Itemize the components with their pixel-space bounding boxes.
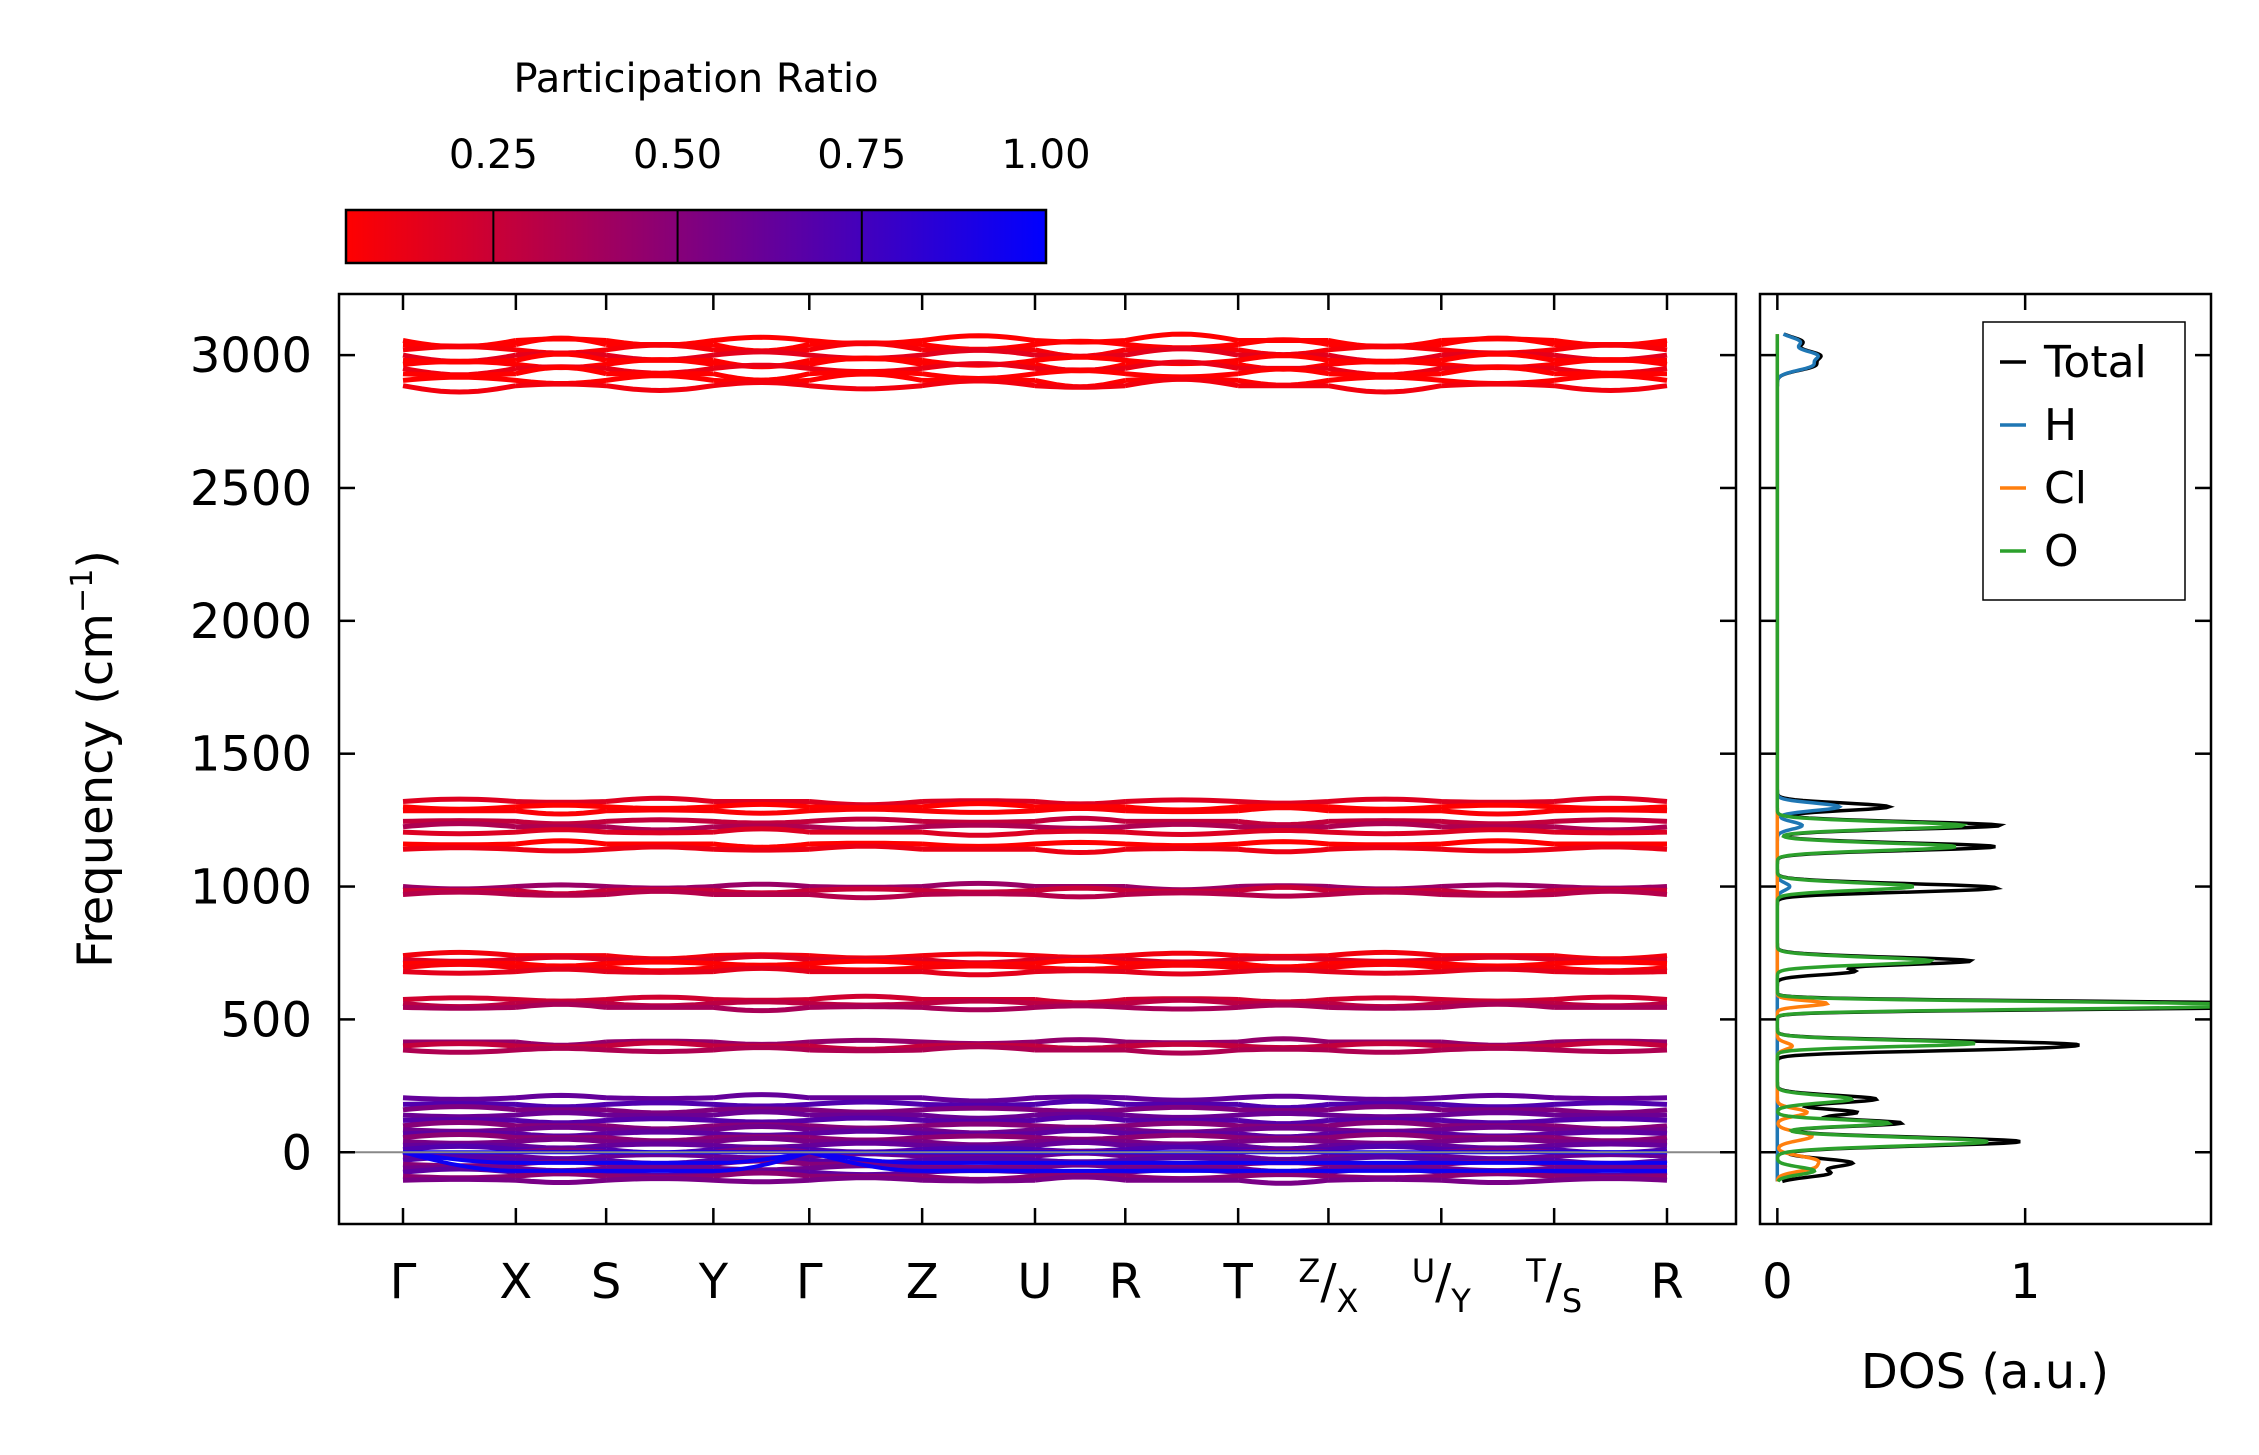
y-tick-label: 1500 — [190, 727, 312, 783]
dos-axis-ticks — [1760, 294, 2211, 1224]
legend-label: Total — [2043, 337, 2147, 388]
acoustic-band — [402, 1150, 1667, 1165]
acoustic-band — [402, 1150, 1667, 1173]
kpoint-label: Z — [906, 1254, 939, 1310]
phonon-band — [402, 1104, 1668, 1116]
kpoint-label: U — [1017, 1254, 1052, 1310]
phonon-band — [403, 805, 1668, 817]
y-axis-label: Frequency (cm−1) — [65, 550, 124, 968]
main-axis-ticks — [339, 294, 1736, 1224]
y-tick-label: 0 — [281, 1125, 312, 1181]
phonon-band — [402, 838, 1667, 850]
phonon-bands — [402, 331, 1668, 1186]
phonon-band — [402, 1174, 1668, 1186]
dos-x-axis-label: DOS (a.u.) — [1861, 1344, 2109, 1400]
y-tick-labels: 0 500 1000 1500 2000 2500 3000 — [190, 328, 312, 1181]
phonon-band — [402, 376, 1668, 395]
colorbar-tick-label: 0.25 — [449, 132, 538, 178]
band-axes-frame — [337, 292, 1738, 1226]
colorbar-ticks — [492, 210, 1047, 263]
kpoint-label: Z/X — [1298, 1252, 1358, 1320]
y-tick-label: 500 — [220, 992, 312, 1048]
y-tick-label: 1000 — [190, 860, 312, 916]
kpoint-label: R — [1109, 1254, 1142, 1310]
y-tick-label: 2000 — [190, 594, 312, 650]
legend-box — [1982, 321, 2186, 601]
band-structure-panel: 0 500 1000 1500 2000 2500 3000 Γ X S Y Γ Z U R T Z/X U/Y… — [65, 292, 1738, 1320]
phonon-band — [402, 826, 1668, 838]
kpoint-label: X — [499, 1254, 532, 1310]
kpoint-label: Γ — [390, 1254, 417, 1310]
dos-curve-o — [1775, 334, 2211, 1183]
dos-axes-frame — [1758, 292, 2213, 1226]
kpoint-label: R — [1650, 1254, 1683, 1310]
phonon-band — [402, 821, 1668, 833]
legend: Total H Cl O — [1982, 321, 2186, 601]
kpoint-labels: Γ X S Y Γ Z U R T Z/X U/Y T/S R — [390, 1252, 1684, 1320]
colorbar-tick-label: 0.75 — [817, 132, 906, 178]
kpoint-label: Y — [698, 1254, 729, 1310]
colorbar: Participation Ratio 0.25 0.50 0.75 1.00 — [344, 56, 1091, 265]
phonon-band — [402, 1044, 1668, 1056]
phonon-band — [402, 1109, 1668, 1121]
colorbar-tick-label: 1.00 — [1001, 132, 1090, 178]
phonon-band — [402, 1114, 1668, 1127]
kpoint-label: T/S — [1525, 1252, 1582, 1320]
y-tick-label: 2500 — [190, 461, 312, 517]
dos-x-tick-label: 0 — [1762, 1254, 1793, 1310]
phonon-band — [402, 965, 1668, 978]
dos-x-tick-label: 1 — [2010, 1254, 2041, 1310]
kpoint-label: S — [591, 1254, 621, 1310]
colorbar-title: Participation Ratio — [513, 56, 878, 102]
colorbar-tick-labels: 0.25 0.50 0.75 1.00 — [449, 132, 1091, 178]
kpoint-label: Γ — [796, 1254, 823, 1310]
phonon-band — [402, 1001, 1667, 1014]
phonon-band — [402, 843, 1668, 856]
phonon-band — [402, 815, 1668, 828]
kpoint-label: T — [1222, 1254, 1253, 1310]
y-tick-label: 3000 — [190, 328, 312, 384]
legend-label: O — [2044, 526, 2079, 577]
colorbar-gradient — [344, 208, 1048, 265]
phonon-band — [402, 888, 1668, 901]
legend-label: H — [2044, 400, 2077, 451]
colorbar-tick-label: 0.50 — [633, 132, 722, 178]
kpoint-label: U/Y — [1412, 1252, 1472, 1320]
legend-label: Cl — [2044, 463, 2087, 514]
dos-curves — [1775, 332, 2211, 1184]
phonon-band — [402, 1098, 1668, 1111]
phonon-band — [402, 795, 1668, 808]
phonon-band — [402, 1092, 1668, 1104]
